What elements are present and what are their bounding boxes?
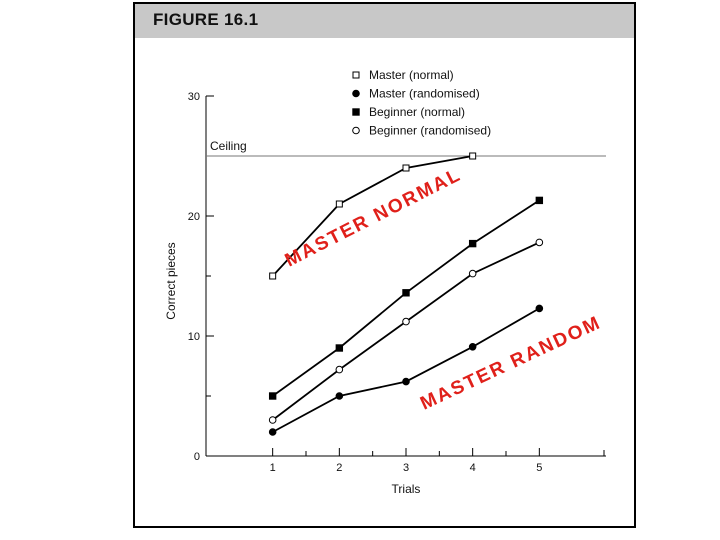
data-point xyxy=(468,343,477,351)
series-0 xyxy=(269,152,477,280)
ticks: 0 10 20 30 1 2 3 4 5 xyxy=(188,91,605,474)
data-point xyxy=(535,196,544,205)
legend-label: Beginner (normal) xyxy=(369,105,465,119)
legend-marker xyxy=(352,126,360,135)
y-tick-label: 0 xyxy=(194,451,200,463)
figure-header: FIGURE 16.1 xyxy=(135,4,634,38)
x-tick-label: 3 xyxy=(403,462,409,474)
figure-title: FIGURE 16.1 xyxy=(153,10,259,29)
y-axis-title: Correct pieces xyxy=(164,242,178,319)
data-point xyxy=(402,164,410,172)
y-tick-label: 20 xyxy=(188,211,200,223)
annotation-master-random: MASTER RANDOM xyxy=(417,312,604,414)
data-point xyxy=(469,152,477,160)
ceiling-label: Ceiling xyxy=(210,139,247,153)
x-tick-label: 1 xyxy=(270,462,276,474)
series-line xyxy=(272,155,473,277)
data-point xyxy=(335,392,344,400)
data-point xyxy=(535,238,544,247)
figure-frame: FIGURE 16.1 xyxy=(133,2,636,528)
data-point xyxy=(268,392,277,400)
legend-label: Master (randomised) xyxy=(369,87,480,101)
data-point xyxy=(402,317,410,326)
data-point xyxy=(468,269,477,278)
data-point xyxy=(268,416,277,424)
x-axis-title: Trials xyxy=(392,482,421,496)
y-tick-label: 10 xyxy=(188,331,200,343)
x-tick-label: 5 xyxy=(536,462,542,474)
series xyxy=(268,152,544,436)
x-tick-label: 2 xyxy=(336,462,342,474)
data-point xyxy=(402,289,410,297)
y-tick-label: 30 xyxy=(188,91,200,103)
data-point xyxy=(468,239,477,248)
legend-marker xyxy=(352,89,360,98)
legend: Master (normal) Master (randomised) Beginn… xyxy=(352,68,491,138)
series-2 xyxy=(268,196,544,400)
data-point xyxy=(335,344,344,352)
legend-marker xyxy=(352,108,360,116)
data-point xyxy=(402,377,410,386)
legend-marker xyxy=(352,71,360,79)
data-point xyxy=(335,200,343,208)
data-point xyxy=(269,272,277,280)
series-1 xyxy=(268,304,544,436)
series-3 xyxy=(268,238,544,424)
data-point xyxy=(335,365,344,374)
data-point xyxy=(535,304,544,313)
x-tick-label: 4 xyxy=(470,462,476,474)
ceiling: Ceiling xyxy=(206,139,606,157)
legend-label: Master (normal) xyxy=(369,68,454,82)
annotation-master-normal: MASTER NORMAL xyxy=(282,164,465,271)
data-point xyxy=(268,428,277,436)
legend-label: Beginner (randomised) xyxy=(369,124,491,138)
